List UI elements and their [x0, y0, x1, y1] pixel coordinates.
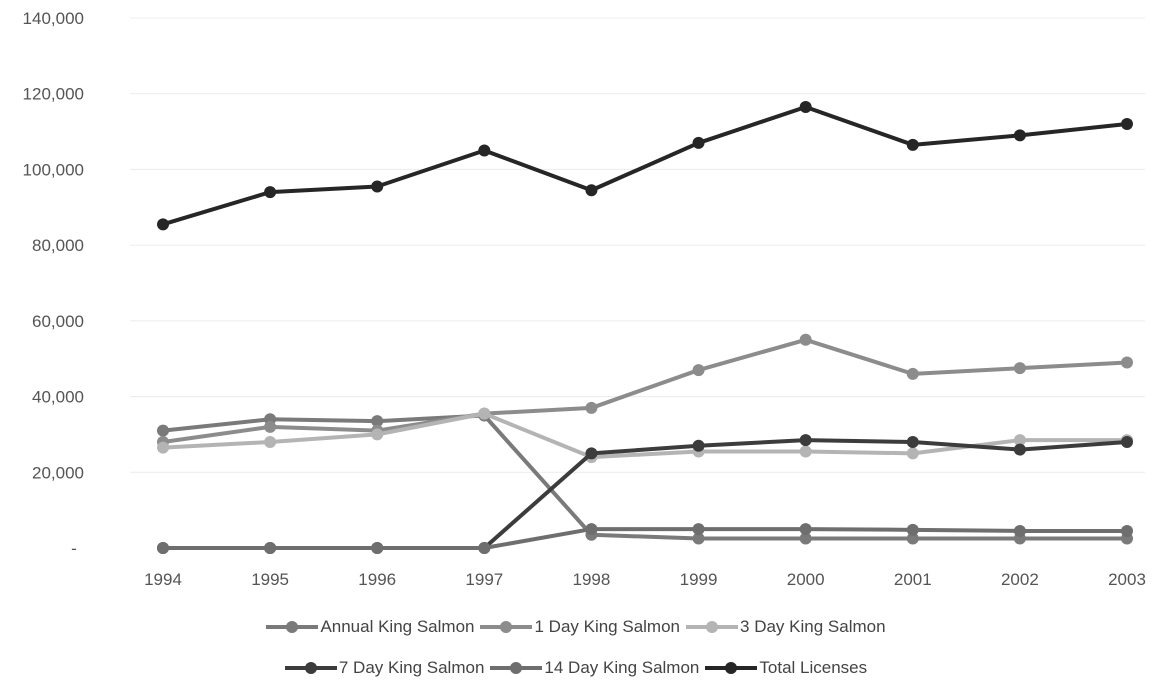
- data-point: [264, 420, 277, 433]
- data-point: [799, 100, 812, 113]
- data-point: [157, 424, 169, 437]
- data-point: [157, 441, 169, 454]
- x-axis-tick-labels: 1994 1995 1996 1997 1998 1999 2000 2001 2002 2003: [144, 570, 1146, 589]
- series-lines: [157, 100, 1133, 554]
- y-tick-label: 40,000: [32, 388, 84, 407]
- data-point: [371, 180, 384, 193]
- legend-item: 14 Day King Salmon: [490, 658, 699, 678]
- legend-swatch: [705, 661, 758, 675]
- y-tick-label: 20,000: [32, 463, 84, 482]
- series-14-day-king-salmon: [157, 523, 1133, 554]
- x-tick-label: 1995: [251, 570, 289, 589]
- y-tick-label: -: [71, 539, 77, 558]
- data-point: [692, 532, 705, 545]
- data-point: [906, 447, 919, 460]
- data-point: [692, 136, 705, 149]
- data-point: [1121, 436, 1133, 448]
- data-point: [478, 542, 491, 554]
- data-point: [264, 436, 277, 448]
- legend-label: Annual King Salmon: [320, 617, 475, 636]
- series-1-day-king-salmon: [157, 333, 1133, 448]
- data-point: [585, 184, 598, 197]
- gridlines: [130, 17, 1145, 473]
- legend-swatch: [266, 620, 319, 634]
- legend-label: 3 Day King Salmon: [740, 617, 886, 636]
- data-point: [799, 532, 812, 545]
- data-point: [371, 415, 384, 428]
- data-point: [478, 144, 491, 157]
- legend-label: Total Licenses: [759, 658, 868, 677]
- data-point: [799, 445, 812, 458]
- legend-label: 7 Day King Salmon: [338, 658, 485, 677]
- legend-item: 1 Day King Salmon: [480, 617, 680, 637]
- line-chart: - 20,000 40,000 60,000 80,000 100,000 120,000 1…: [23, 9, 1146, 589]
- data-point: [371, 428, 384, 441]
- data-point: [906, 436, 919, 448]
- series-line: [162, 413, 1127, 541]
- y-tick-label: 120,000: [23, 85, 84, 104]
- x-tick-label: 1997: [465, 570, 503, 589]
- y-tick-label: 60,000: [32, 312, 84, 331]
- data-point: [1013, 129, 1026, 142]
- data-point: [906, 523, 919, 536]
- x-tick-label: 1996: [358, 570, 396, 589]
- legend-item: 3 Day King Salmon: [686, 617, 886, 637]
- data-point: [371, 542, 384, 554]
- y-tick-label: 100,000: [23, 160, 84, 179]
- data-point: [1013, 443, 1026, 456]
- data-point: [1013, 362, 1026, 375]
- data-point: [585, 523, 598, 536]
- data-point: [585, 447, 598, 460]
- data-point: [478, 407, 491, 420]
- x-tick-label: 1998: [573, 570, 611, 589]
- legend-item: Annual King Salmon: [266, 617, 474, 637]
- legend-row-2: 7 Day King Salmon 14 Day King Salmon Total…: [0, 658, 1152, 678]
- x-tick-label: 1994: [144, 570, 182, 589]
- data-point: [264, 542, 277, 554]
- x-tick-label: 2003: [1108, 570, 1146, 589]
- data-point: [799, 333, 812, 346]
- data-point: [906, 138, 919, 151]
- data-point: [799, 523, 812, 536]
- data-point: [692, 523, 705, 536]
- data-point: [1013, 434, 1026, 447]
- legend-row-1: Annual King Salmon 1 Day King Salmon 3 Day…: [0, 617, 1152, 637]
- legend-label: 1 Day King Salmon: [534, 617, 681, 636]
- data-point: [1121, 118, 1133, 130]
- x-tick-label: 2001: [894, 570, 932, 589]
- data-point: [1013, 524, 1026, 537]
- legend-swatch: [490, 661, 543, 675]
- data-point: [906, 367, 919, 380]
- y-tick-label: 80,000: [32, 236, 84, 255]
- data-point: [692, 439, 705, 452]
- data-point: [264, 186, 277, 199]
- legend-swatch: [686, 620, 739, 634]
- data-point: [585, 401, 598, 414]
- series-total-licenses: [157, 100, 1133, 231]
- legend-item: 7 Day King Salmon: [284, 658, 485, 678]
- y-tick-label: 140,000: [23, 9, 84, 28]
- x-tick-label: 2002: [1001, 570, 1039, 589]
- series-line: [163, 527, 1127, 550]
- legend-label: 14 Day King Salmon: [544, 658, 700, 677]
- series-3-day-king-salmon: [157, 407, 1133, 464]
- data-point: [906, 532, 919, 545]
- legend-swatch: [480, 620, 533, 634]
- data-point: [1121, 524, 1133, 537]
- data-point: [1121, 356, 1133, 369]
- data-point: [157, 218, 169, 231]
- series-line: [162, 104, 1128, 227]
- y-axis-tick-labels: - 20,000 40,000 60,000 80,000 100,000 120,000 1…: [23, 9, 84, 558]
- data-point: [799, 434, 812, 447]
- legend-item: Total Licenses: [705, 658, 867, 678]
- x-tick-label: 1999: [680, 570, 718, 589]
- legend-swatch: [284, 661, 337, 675]
- data-point: [157, 542, 169, 554]
- x-tick-label: 2000: [787, 570, 825, 589]
- data-point: [692, 364, 705, 377]
- series-line: [162, 337, 1128, 444]
